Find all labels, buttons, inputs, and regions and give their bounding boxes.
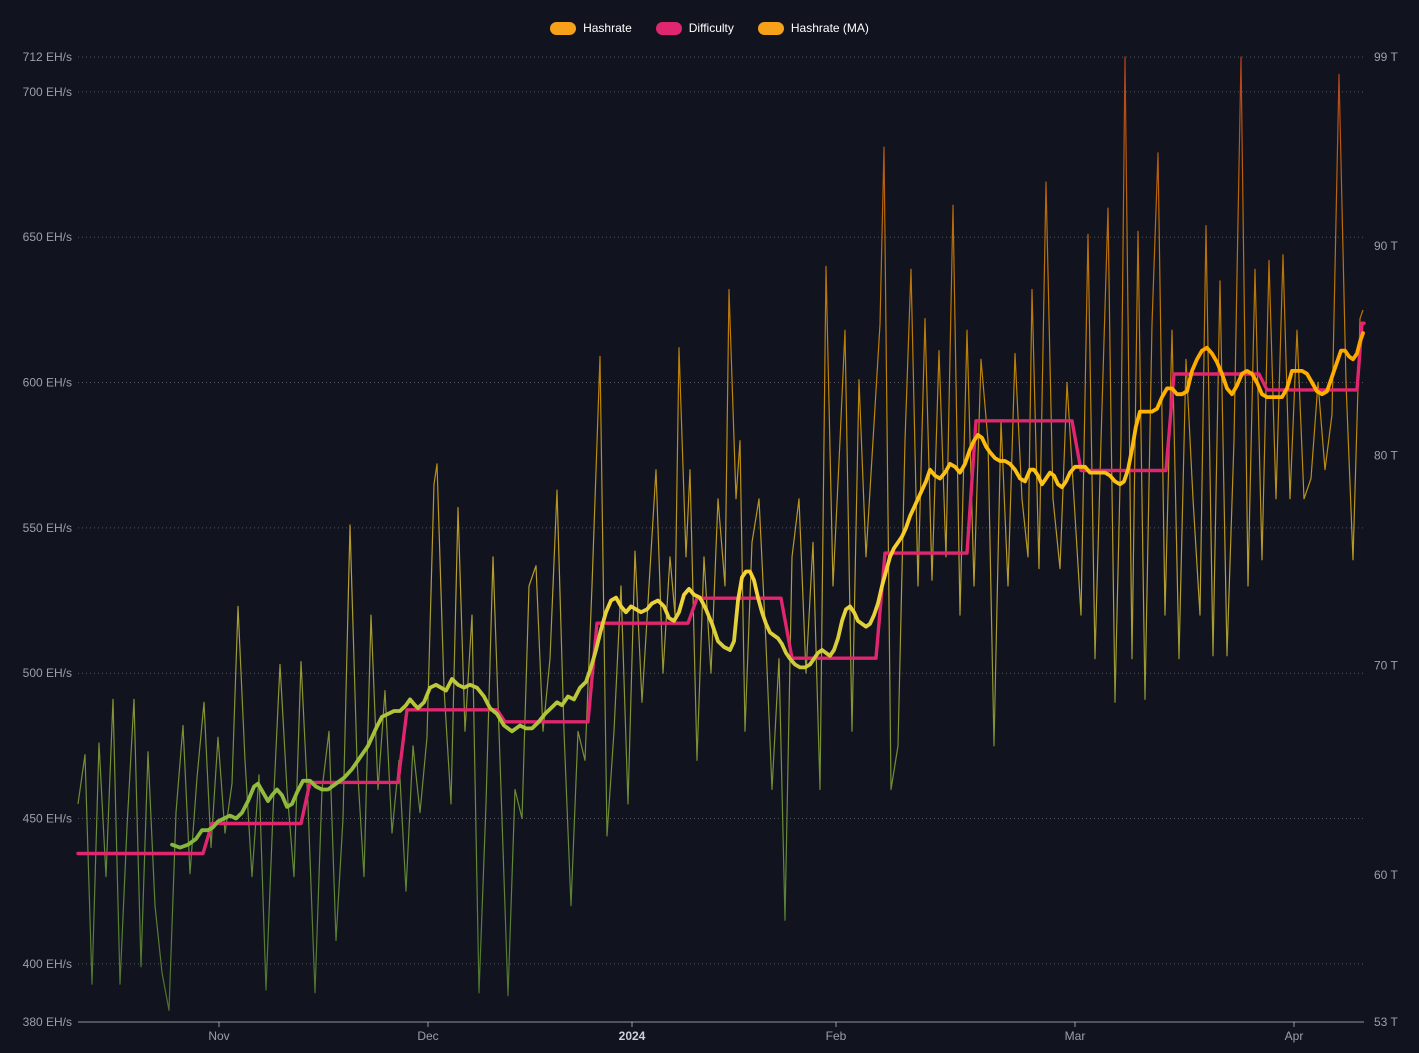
x-axis-label: 2024 (619, 1029, 646, 1043)
y-axis-label-left: 600 EH/s (23, 376, 72, 390)
chart-legend: Hashrate Difficulty Hashrate (MA) (0, 21, 1419, 35)
legend-item-hashrate-ma[interactable]: Hashrate (MA) (757, 21, 869, 35)
y-axis-label-left: 712 EH/s (23, 50, 72, 64)
x-axis-label: Dec (417, 1029, 438, 1043)
x-axis-label: Nov (208, 1029, 229, 1043)
y-axis-label-right: 90 T (1374, 239, 1398, 253)
hashrate-series-line (77, 56, 1364, 1011)
difficulty-swatch-icon (655, 21, 682, 35)
y-axis-label-right: 80 T (1374, 449, 1398, 463)
x-axis-label: Apr (1285, 1029, 1304, 1043)
y-axis-label-left: 450 EH/s (23, 812, 72, 826)
y-axis-label-right: 60 T (1374, 868, 1398, 882)
y-axis-label-left: 500 EH/s (23, 666, 72, 680)
legend-label: Hashrate (MA) (790, 21, 869, 35)
legend-item-difficulty[interactable]: Difficulty (655, 21, 734, 35)
y-axis-label-left: 380 EH/s (23, 1015, 72, 1029)
y-axis-label-left: 650 EH/s (23, 230, 72, 244)
y-axis-label-left: 700 EH/s (23, 85, 72, 99)
y-axis-label-right: 70 T (1374, 658, 1398, 672)
x-axis-label: Feb (826, 1029, 847, 1043)
legend-item-hashrate[interactable]: Hashrate (550, 21, 632, 35)
x-axis-label: Mar (1065, 1029, 1086, 1043)
y-axis-label-left: 400 EH/s (23, 957, 72, 971)
hashrate-ma-swatch-icon (757, 21, 784, 35)
difficulty-series-line (76, 321, 1366, 856)
hashrate-swatch-icon (550, 21, 577, 35)
legend-label: Hashrate (583, 21, 632, 35)
y-axis-label-right: 99 T (1374, 50, 1398, 64)
legend-label: Difficulty (688, 21, 734, 35)
y-axis-label-right: 53 T (1374, 1015, 1398, 1029)
y-axis-label-left: 550 EH/s (23, 521, 72, 535)
hashrate-ma-series-line (170, 331, 1365, 850)
